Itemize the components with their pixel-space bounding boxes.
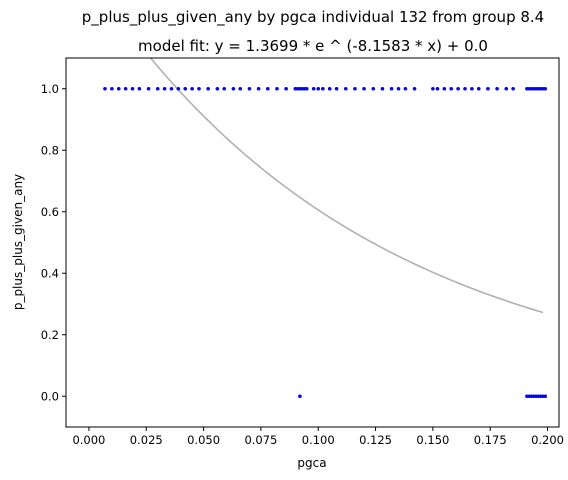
data-point [486,86,490,91]
y-tick-label: 0.0 [41,389,59,403]
data-point [543,86,548,91]
data-point [298,394,302,399]
data-point [256,86,261,91]
data-point [238,86,243,91]
x-axis-label: pgca [297,456,326,470]
x-axis: 0.000 0.025 0.050 0.075 0.100 0.125 0.150 0.175… [72,427,564,447]
data-point [362,86,366,91]
y-tick-label: 0.4 [41,266,59,280]
data-point [137,86,142,91]
data-point [431,86,435,91]
x-tick-label: 0.100 [302,433,335,447]
y-tick-label: 1.0 [41,82,59,96]
data-point [304,86,309,91]
data-point [321,86,325,91]
data-point [371,86,376,91]
data-point [215,86,220,91]
data-point [265,86,270,91]
data-point [353,86,357,91]
data-point [275,86,279,91]
data-point [504,86,509,91]
y-axis: 0.0 0.2 0.4 0.6 0.8 1.0 [41,82,66,403]
chart-title: p_plus_plus_given_any by pgca individual… [82,8,544,27]
data-point [476,86,481,91]
data-point [176,86,181,91]
data-point [389,86,394,91]
x-tick-label: 0.175 [474,433,507,447]
data-point [130,86,135,91]
data-point [543,394,548,399]
data-point [183,86,188,91]
data-point [449,86,454,91]
data-point [222,86,227,91]
plot-area [103,58,548,399]
data-point [123,86,128,91]
data-point [146,86,151,91]
fit-curve [149,58,544,314]
plot-frame [65,57,560,428]
x-tick-label: 0.200 [531,433,564,447]
data-point [396,86,401,91]
x-tick-label: 0.000 [72,433,105,447]
data-point [190,86,194,91]
y-axis-label: p_plus_plus_given_any [11,174,25,310]
data-point [116,86,121,91]
data-point [311,86,316,91]
data-point [247,86,252,91]
data-point [442,86,447,91]
data-point [231,86,236,91]
data-point [206,86,210,91]
data-point [334,86,339,91]
data-point [110,86,114,91]
data-point [327,86,332,91]
y-tick-label: 0.6 [41,205,59,219]
data-point [343,86,348,91]
data-point [470,86,474,91]
data-point [463,86,467,91]
data-point [412,86,417,91]
data-point [103,86,107,91]
y-tick-label: 0.8 [41,143,59,157]
data-point [495,86,499,91]
data-point [435,86,440,91]
data-point [155,86,160,91]
data-point [162,86,167,91]
chart-subtitle: model fit: y = 1.3699 * e ^ (-8.1583 * x… [138,37,488,55]
x-tick-label: 0.025 [130,433,163,447]
data-point [284,86,288,91]
y-tick-label: 0.2 [41,328,59,342]
data-point [456,86,460,91]
x-tick-label: 0.150 [416,433,449,447]
data-point [403,86,408,91]
x-tick-label: 0.125 [359,433,392,447]
data-point [169,86,174,91]
data-point [511,86,515,91]
x-tick-label: 0.050 [187,433,220,447]
data-point [380,86,385,91]
x-tick-label: 0.075 [244,433,277,447]
data-point [197,86,201,91]
data-point [316,86,321,91]
